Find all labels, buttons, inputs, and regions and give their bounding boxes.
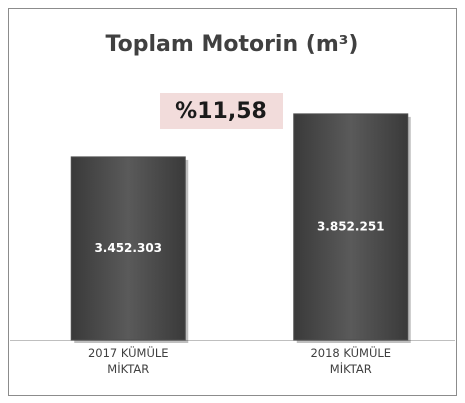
bar bbox=[293, 113, 409, 341]
bar bbox=[70, 156, 186, 341]
annotation: %11,58 bbox=[175, 99, 267, 124]
value-label: 3.452.303 bbox=[94, 241, 162, 255]
value-label: 3.852.251 bbox=[317, 219, 385, 233]
x-tick-label: 2017 KÜMÜLE MİKTAR bbox=[87, 346, 169, 376]
x-tick-label: 2018 KÜMÜLE MİKTAR bbox=[310, 346, 392, 376]
chart-title: Toplam Motorin (m³) bbox=[106, 32, 359, 57]
annotation-box bbox=[160, 93, 283, 129]
